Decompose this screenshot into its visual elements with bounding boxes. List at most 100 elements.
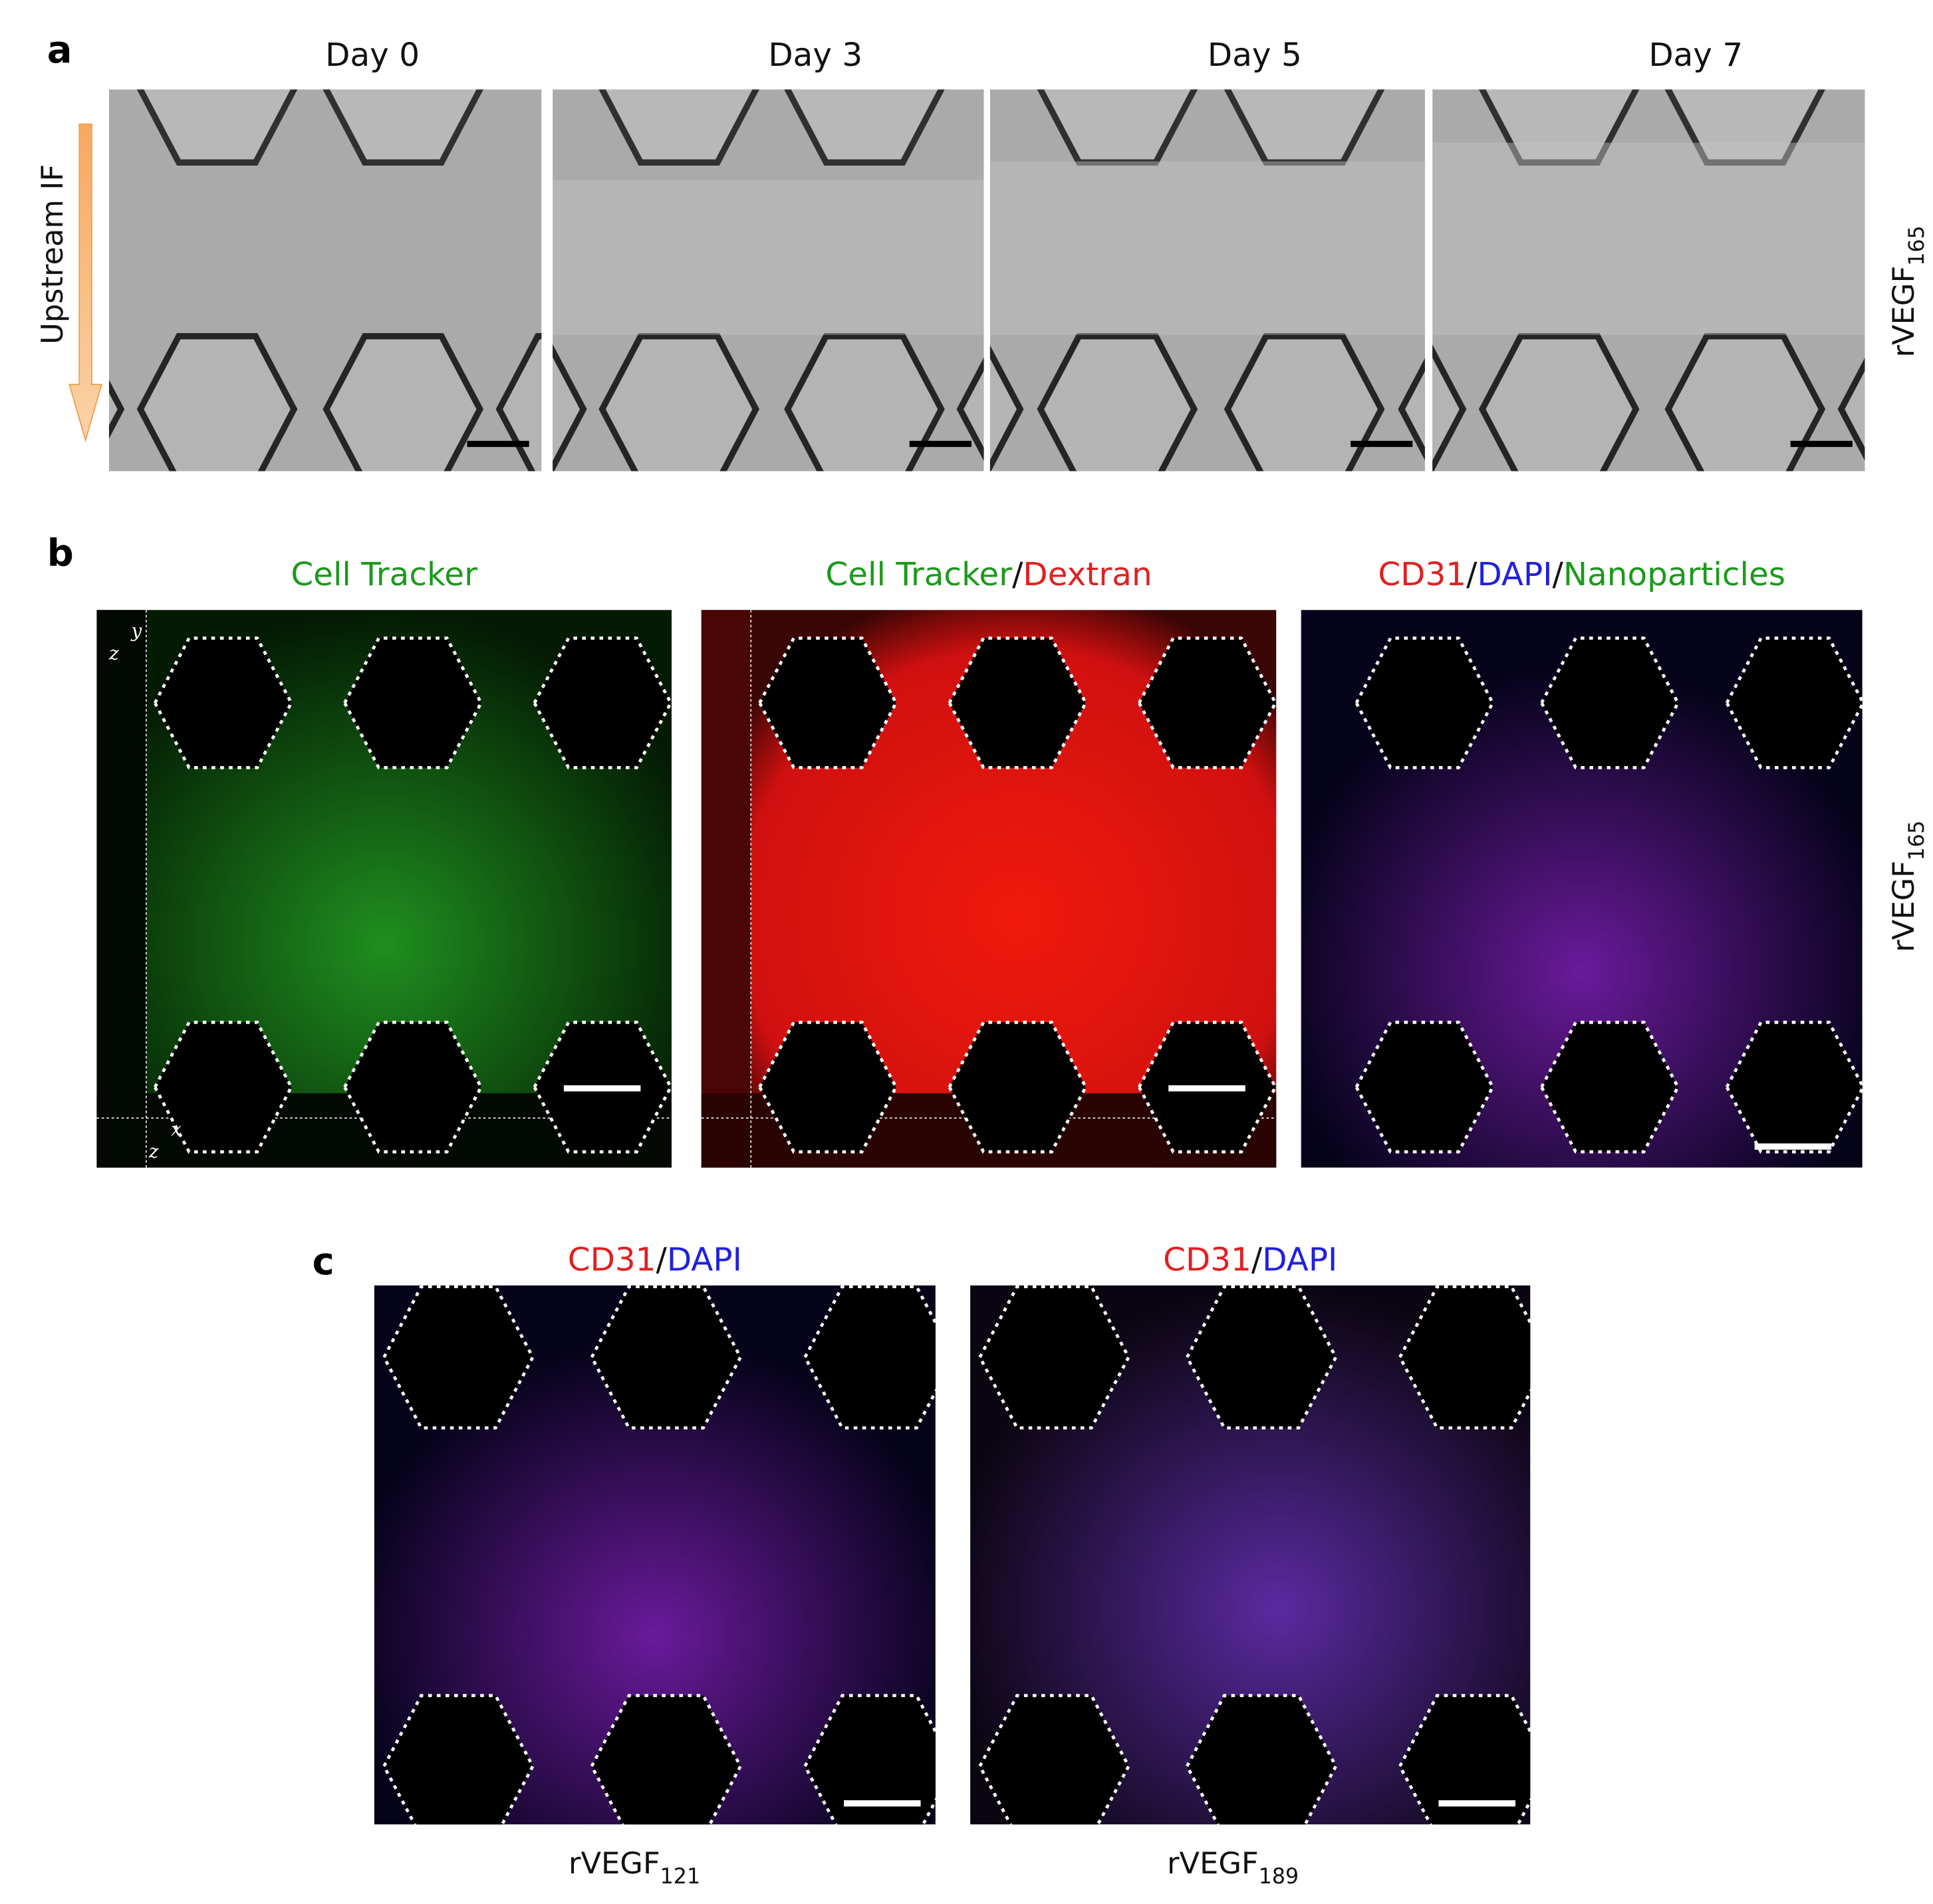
hexagon: [1398, 1285, 1531, 1430]
cell-sprouts: [989, 161, 1425, 335]
hexagon: [342, 636, 483, 769]
panel-title: CD31/DAPI/Nanoparticles: [1378, 556, 1785, 593]
phase-image: [108, 89, 542, 472]
title-part: Dextran: [1023, 556, 1152, 593]
hexagon: [757, 636, 898, 769]
panel-title: Cell Tracker: [291, 556, 477, 593]
hexagon: [136, 89, 298, 166]
panel-label: b: [47, 531, 74, 575]
image-content: [108, 89, 542, 472]
label-text: rVEGF: [1167, 1845, 1259, 1881]
hexagon: [382, 1285, 535, 1430]
phase-image: [1432, 89, 1865, 472]
label-subscript: 121: [660, 1865, 700, 1889]
hexagon: [1398, 1694, 1531, 1825]
fluorescence-image: [701, 610, 1277, 1168]
hexagon: [1354, 1020, 1495, 1154]
hexagon: [495, 333, 542, 472]
hexagon: [1478, 333, 1640, 472]
panel-title: Cell Tracker/Dextran: [825, 556, 1152, 593]
hexagon: [590, 1694, 743, 1825]
axis-letter: z: [108, 642, 119, 664]
row-label: rVEGF121: [569, 1845, 700, 1889]
title-part: CD31: [568, 1241, 656, 1278]
panel-title: CD31/DAPI: [1163, 1241, 1337, 1278]
hexagon: [948, 1020, 1088, 1154]
cell-sprouts: [1432, 142, 1865, 335]
title-part: DAPI: [1262, 1241, 1337, 1278]
hexagon: [1354, 636, 1495, 769]
hexagon: [784, 333, 945, 472]
hexagon: [1224, 89, 1385, 166]
hexagon: [1725, 1020, 1863, 1154]
image-layer: [68, 89, 1865, 1825]
image-content: [96, 610, 672, 1168]
title-part: CD31: [1378, 556, 1466, 593]
hexagon: [1664, 333, 1826, 472]
title-part: CD31: [1163, 1241, 1251, 1278]
hexagon: [382, 1694, 535, 1825]
hexagon: [977, 1694, 1130, 1825]
hexagon: [153, 636, 293, 769]
hexagon: [1539, 636, 1680, 769]
hexagon: [322, 89, 484, 166]
title-part: /: [1251, 1241, 1263, 1278]
hexagon: [1037, 333, 1198, 472]
hexagon: [956, 357, 984, 462]
hexagon: [784, 89, 945, 166]
cell-sprouts: [553, 180, 984, 335]
hexagon: [1224, 333, 1385, 472]
side-projection: [701, 610, 751, 1168]
phase-image: [553, 89, 984, 472]
hexagon: [1837, 357, 1865, 461]
title-part: DAPI: [667, 1241, 742, 1278]
hexagon: [948, 636, 1088, 769]
label-text: rVEGF: [1886, 861, 1921, 952]
title-part: Cell Tracker: [825, 556, 1012, 593]
title-part: DAPI: [1477, 556, 1552, 593]
fluorescence-image: [970, 1285, 1531, 1825]
title-part: Cell Tracker: [291, 556, 477, 593]
image-content: [374, 1285, 936, 1825]
hexagon: [1037, 89, 1198, 166]
image-content: [989, 89, 1425, 472]
row-label: rVEGF189: [1167, 1845, 1299, 1889]
column-header: Day 7: [1648, 37, 1743, 74]
hexagon: [1725, 636, 1863, 769]
axis-letter: x: [171, 1118, 182, 1140]
fluorescence-image: [1301, 610, 1863, 1168]
hexagon: [533, 636, 672, 769]
hexagon: [553, 344, 587, 472]
hexagon: [342, 1020, 483, 1154]
panel-label: c: [313, 1240, 334, 1284]
row-label: rVEGF165: [1886, 225, 1929, 357]
axis-letter: y: [130, 620, 143, 642]
hexagon: [757, 1020, 898, 1154]
hexagon: [1137, 636, 1277, 769]
hexagon: [1664, 89, 1826, 166]
hexagon: [590, 1285, 743, 1430]
image-content: [1301, 610, 1863, 1168]
hexagon: [989, 345, 1024, 472]
title-part: /: [1012, 556, 1023, 593]
title-part: /: [656, 1241, 668, 1278]
label-subscript: 165: [1905, 821, 1929, 861]
axis-letter: z: [148, 1141, 159, 1162]
column-header: Day 5: [1208, 37, 1302, 74]
label-subscript: 165: [1905, 225, 1929, 265]
panel-label: a: [47, 29, 72, 72]
side-label: Upstream IF: [35, 164, 70, 344]
phase-image: [989, 89, 1425, 472]
column-header: Day 3: [768, 37, 862, 74]
side-projection: [96, 610, 146, 1168]
hexagon: [1185, 1285, 1338, 1430]
fluorescence-image: [374, 1285, 936, 1825]
title-part: Nanoparticles: [1563, 556, 1785, 593]
hexagon: [1398, 358, 1425, 461]
label-text: rVEGF: [569, 1845, 660, 1881]
hexagon: [1432, 344, 1467, 472]
hexagon: [1478, 89, 1640, 166]
title-part: /: [1466, 556, 1478, 593]
